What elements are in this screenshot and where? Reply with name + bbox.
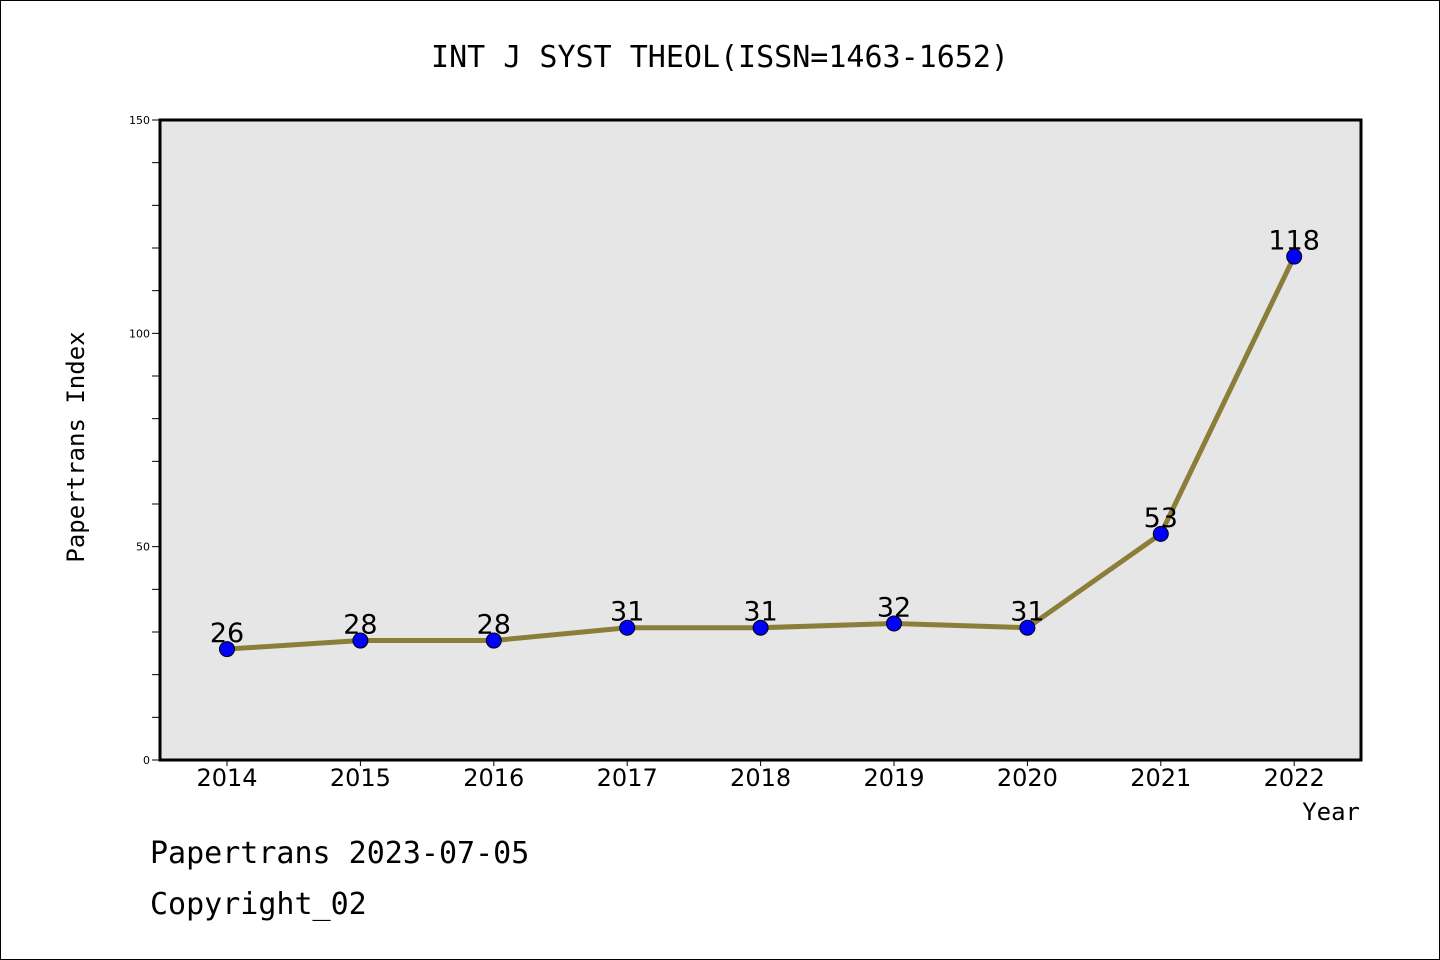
y-axis-label: Papertrans Index — [62, 331, 90, 562]
data-point — [485, 632, 502, 649]
data-point — [886, 615, 902, 632]
axis-ticks: 0 50 100 150 2014 2015 2016 2017 2018 2019 2020 202… — [129, 114, 1325, 792]
data-label: 31 — [610, 597, 644, 628]
y-tick-label: 150 — [129, 114, 150, 127]
y-tick-label: 50 — [136, 541, 150, 554]
x-tick-label: 2021 — [1130, 764, 1191, 792]
x-axis-label: Year — [1302, 798, 1360, 826]
x-tick-label: 2016 — [463, 764, 524, 792]
data-point — [1019, 619, 1036, 636]
data-point — [352, 632, 369, 649]
data-label: 53 — [1144, 503, 1178, 534]
data-label: 31 — [743, 597, 777, 628]
x-tick-label: 2019 — [863, 764, 924, 792]
data-label: 26 — [210, 618, 244, 649]
footer-date: Papertrans 2023-07-05 — [150, 836, 529, 871]
data-point — [1286, 248, 1303, 265]
data-labels-layer: 26 28 28 31 31 32 31 53 118 — [210, 226, 1320, 650]
data-label: 32 — [877, 592, 911, 623]
markers-layer — [219, 248, 1303, 658]
x-tick-label: 2015 — [330, 764, 391, 792]
plot-area — [158, 118, 1363, 762]
chart-title: INT J SYST THEOL(ISSN=1463-1652) — [431, 40, 1009, 75]
x-tick-label: 2017 — [597, 764, 658, 792]
data-point — [1152, 525, 1169, 542]
data-label: 118 — [1268, 226, 1320, 257]
y-tick-label: 0 — [143, 754, 150, 767]
y-tick-label: 100 — [129, 327, 150, 340]
data-label: 31 — [1010, 597, 1044, 628]
data-point — [219, 641, 235, 658]
x-tick-label: 2014 — [196, 764, 257, 792]
x-tick-label: 2020 — [997, 764, 1058, 792]
x-tick-label: 2022 — [1264, 764, 1325, 792]
data-label: 28 — [343, 610, 377, 641]
data-point — [752, 619, 769, 636]
data-point — [619, 619, 636, 636]
data-label: 28 — [477, 610, 511, 641]
footer-copyright: Copyright_02 — [150, 887, 367, 922]
x-tick-label: 2018 — [730, 764, 791, 792]
